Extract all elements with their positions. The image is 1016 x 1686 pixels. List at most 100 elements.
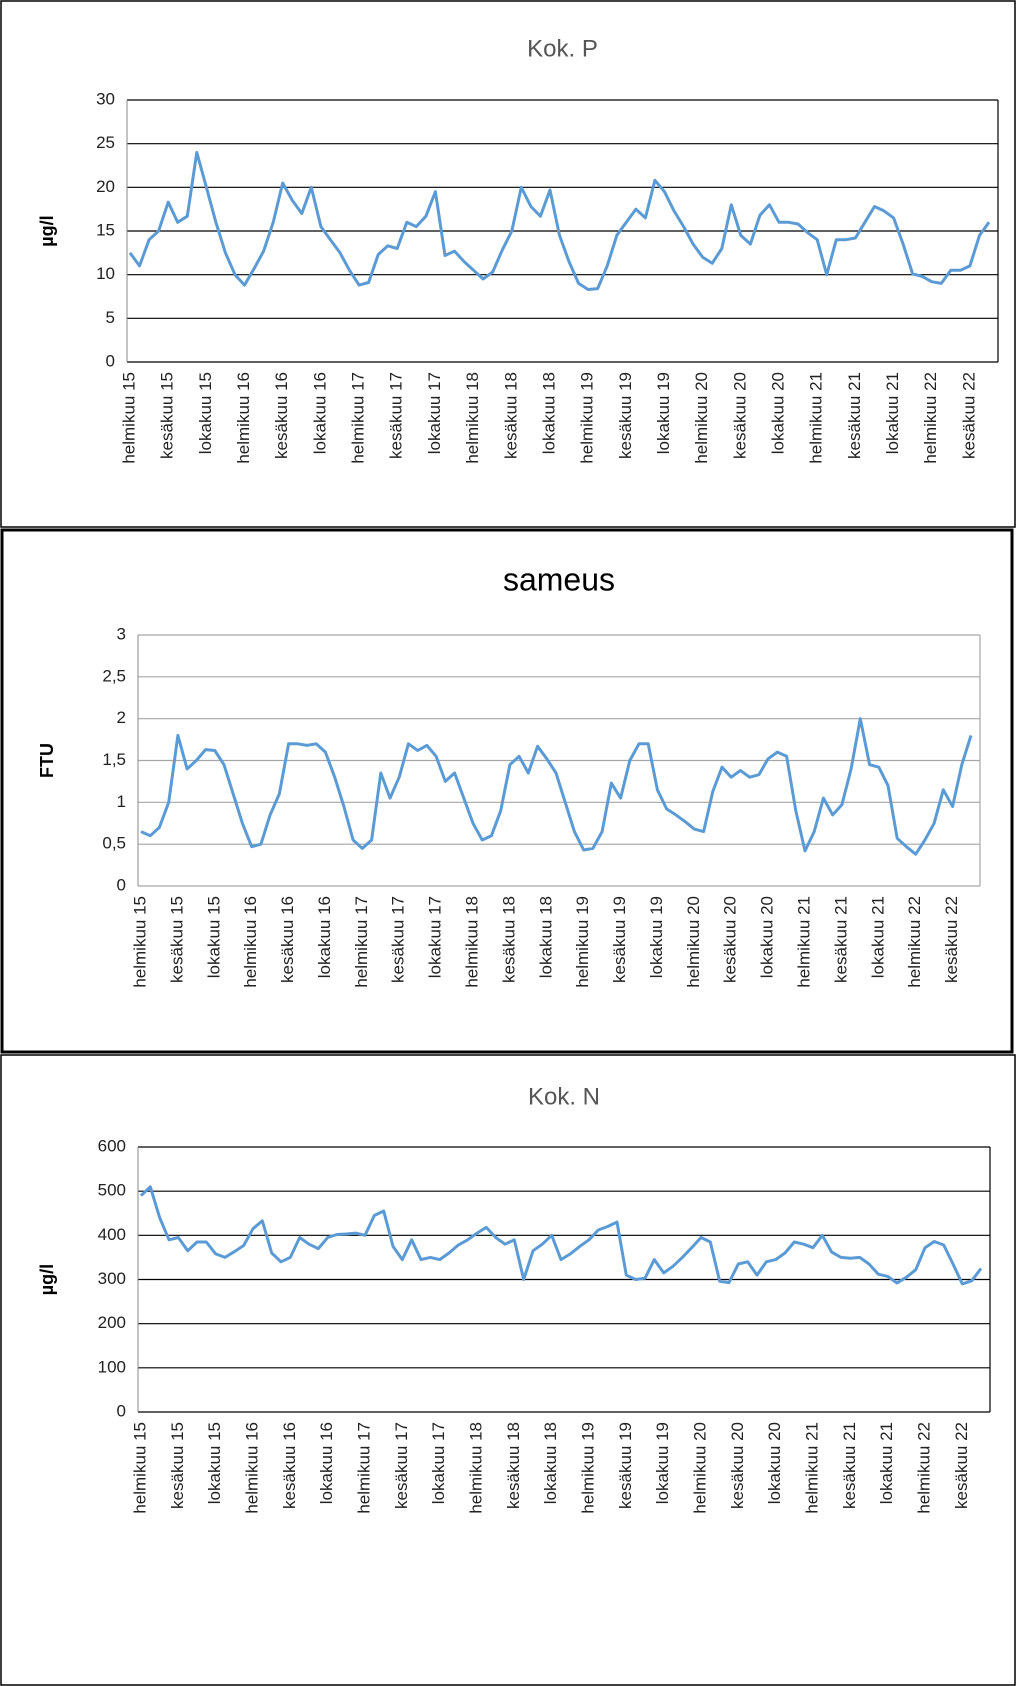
x-tick-label: lokakuu 18: [539, 372, 558, 454]
y-tick-label: 300: [98, 1269, 126, 1288]
x-tick-label: kesäkuu 20: [721, 896, 740, 983]
y-tick-label: 0: [117, 1401, 126, 1420]
y-tick-label: 1,5: [102, 750, 126, 769]
x-tick-label: lokakuu 19: [653, 1422, 672, 1504]
y-axis-title: FTU: [37, 743, 57, 778]
x-tick-label: lokakuu 18: [541, 1422, 560, 1504]
x-tick-label: kesäkuu 19: [610, 896, 629, 983]
x-tick-label: lokakuu 17: [426, 896, 445, 978]
x-tick-label: helmikuu 15: [119, 372, 138, 464]
x-tick-label: kesäkuu 22: [942, 896, 961, 983]
x-tick-label: helmikuu 21: [802, 1422, 821, 1514]
x-tick-label: lokakuu 17: [425, 372, 444, 454]
data-line: [139, 1185, 983, 1286]
x-tick-label: kesäkuu 17: [392, 1422, 411, 1509]
y-tick-label: 25: [96, 133, 115, 152]
x-tick-label: lokakuu 17: [429, 1422, 448, 1504]
x-tick-label: kesäkuu 17: [387, 372, 406, 459]
x-tick-label: kesäkuu 15: [167, 896, 186, 983]
x-tick-label: helmikuu 16: [242, 1422, 261, 1514]
x-tick-label: lokakuu 15: [204, 896, 223, 978]
x-tick-label: helmikuu 15: [130, 1422, 149, 1514]
x-tick-label: helmikuu 17: [354, 1422, 373, 1514]
x-tick-label: lokakuu 21: [868, 896, 887, 978]
y-tick-label: 15: [96, 220, 115, 239]
x-tick-label: helmikuu 17: [352, 896, 371, 988]
x-tick-label: helmikuu 18: [463, 372, 482, 464]
y-tick-label: 2,5: [102, 666, 126, 685]
x-tick-label: lokakuu 21: [877, 1422, 896, 1504]
y-tick-label: 10: [96, 264, 115, 283]
x-tick-label: kesäkuu 18: [501, 372, 520, 459]
x-tick-label: kesäkuu 16: [278, 896, 297, 983]
x-tick-label: kesäkuu 19: [616, 1422, 635, 1509]
x-tick-label: lokakuu 20: [769, 372, 788, 454]
x-tick-label: helmikuu 20: [690, 1422, 709, 1514]
x-tick-label: kesäkuu 22: [959, 372, 978, 459]
y-tick-label: 200: [98, 1313, 126, 1332]
x-tick-label: helmikuu 16: [241, 896, 260, 988]
data-line: [140, 717, 973, 856]
x-tick-label: helmikuu 22: [921, 372, 940, 464]
y-tick-label: 100: [98, 1357, 126, 1376]
x-tick-label: lokakuu 15: [205, 1422, 224, 1504]
x-tick-label: kesäkuu 21: [831, 896, 850, 983]
x-tick-label: lokakuu 16: [310, 372, 329, 454]
x-tick-label: lokakuu 18: [536, 896, 555, 978]
panel-border: [0, 1054, 1016, 1686]
y-axis-title: µg/l: [37, 1264, 57, 1295]
x-tick-label: kesäkuu 21: [845, 372, 864, 459]
y-tick-label: 0,5: [102, 834, 126, 853]
y-tick-label: 2: [117, 708, 126, 727]
x-tick-label: lokakuu 20: [765, 1422, 784, 1504]
x-tick-label: lokakuu 15: [196, 372, 215, 454]
x-tick-label: kesäkuu 19: [616, 372, 635, 459]
x-tick-label: lokakuu 20: [758, 896, 777, 978]
x-tick-label: helmikuu 17: [349, 372, 368, 464]
x-tick-label: helmikuu 18: [466, 1422, 485, 1514]
x-tick-label: helmikuu 20: [692, 372, 711, 464]
panel-border: [0, 528, 1014, 1054]
x-tick-label: kesäkuu 18: [504, 1422, 523, 1509]
x-tick-label: kesäkuu 16: [272, 372, 291, 459]
x-tick-label: helmikuu 19: [578, 372, 597, 464]
x-tick-label: kesäkuu 15: [158, 372, 177, 459]
x-tick-label: lokakuu 16: [315, 896, 334, 978]
x-tick-label: helmikuu 20: [684, 896, 703, 988]
x-tick-label: helmikuu 19: [573, 896, 592, 988]
x-tick-label: lokakuu 16: [317, 1422, 336, 1504]
x-tick-label: lokakuu 21: [883, 372, 902, 454]
x-tick-label: kesäkuu 20: [730, 372, 749, 459]
y-tick-label: 0: [117, 875, 126, 894]
data-line: [128, 150, 991, 291]
x-tick-label: helmikuu 21: [794, 896, 813, 988]
x-tick-label: kesäkuu 18: [499, 896, 518, 983]
x-tick-label: kesäkuu 22: [952, 1422, 971, 1509]
panel-border: [0, 0, 1016, 528]
x-tick-label: helmikuu 15: [130, 896, 149, 988]
y-tick-label: 1: [117, 792, 126, 811]
y-tick-label: 20: [96, 177, 115, 196]
chart-title: Kok. P: [527, 35, 598, 62]
y-tick-label: 3: [117, 624, 126, 643]
x-tick-label: helmikuu 16: [234, 372, 253, 464]
y-tick-label: 5: [106, 308, 115, 327]
chart-title: Kok. N: [528, 1083, 600, 1110]
y-axis-title: µg/l: [37, 215, 57, 246]
chart-title: sameus: [503, 561, 615, 597]
x-tick-label: kesäkuu 17: [389, 896, 408, 983]
x-tick-label: kesäkuu 21: [840, 1422, 859, 1509]
x-tick-label: helmikuu 22: [905, 896, 924, 988]
x-tick-label: helmikuu 22: [914, 1422, 933, 1514]
y-tick-label: 400: [98, 1225, 126, 1244]
x-tick-label: kesäkuu 16: [280, 1422, 299, 1509]
y-tick-label: 30: [96, 89, 115, 108]
x-tick-label: lokakuu 19: [654, 372, 673, 454]
x-tick-label: lokakuu 19: [647, 896, 666, 978]
x-tick-label: kesäkuu 20: [728, 1422, 747, 1509]
x-tick-label: helmikuu 18: [462, 896, 481, 988]
x-tick-label: kesäkuu 15: [168, 1422, 187, 1509]
x-tick-label: helmikuu 21: [807, 372, 826, 464]
y-tick-label: 0: [106, 351, 115, 370]
